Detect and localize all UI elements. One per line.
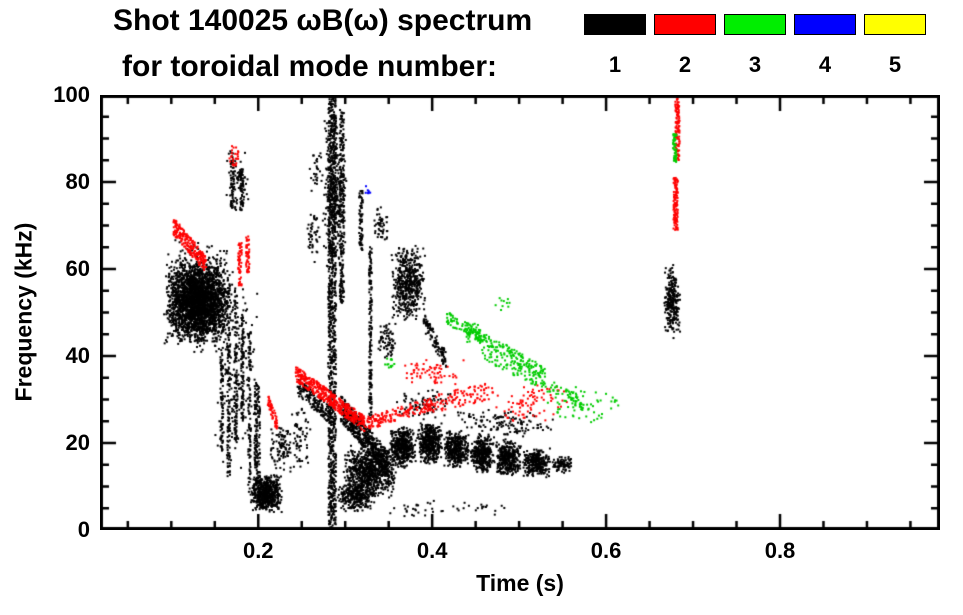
chart-title-line1: Shot 140025 ωB(ω) spectrum <box>113 4 533 37</box>
plot-canvas <box>100 95 940 530</box>
legend-item: 1 <box>584 14 646 78</box>
legend-label: 2 <box>678 52 692 77</box>
legend-swatch <box>724 14 786 35</box>
plot-area <box>100 95 940 530</box>
y-tick-label: 60 <box>65 256 90 281</box>
legend: 1 2 3 4 5 <box>584 14 926 78</box>
chart-title-line2: for toroidal mode number: <box>122 50 497 83</box>
legend-swatch <box>864 14 926 35</box>
x-tick-label: 0.6 <box>590 538 622 563</box>
legend-item: 3 <box>724 14 786 78</box>
x-tick-label: 0.4 <box>416 538 448 563</box>
legend-label: 3 <box>748 52 762 77</box>
legend-label: 5 <box>888 52 902 77</box>
x-axis-label: Time (s) <box>476 570 564 596</box>
y-tick-label: 40 <box>65 343 90 368</box>
y-tick-label: 80 <box>65 169 90 194</box>
legend-label: 4 <box>818 52 832 77</box>
x-tick-label: 0.8 <box>764 538 796 563</box>
x-tick-label: 0.2 <box>242 538 274 563</box>
legend-item: 5 <box>864 14 926 78</box>
legend-item: 2 <box>654 14 716 78</box>
legend-swatch <box>584 14 646 35</box>
y-tick-label: 100 <box>53 82 90 107</box>
y-tick-label: 0 <box>77 517 90 542</box>
y-axis-label: Frequency (kHz) <box>10 222 37 402</box>
legend-swatch <box>654 14 716 35</box>
legend-item: 4 <box>794 14 856 78</box>
y-tick-label: 20 <box>65 430 90 455</box>
legend-label: 1 <box>608 52 622 77</box>
legend-swatch <box>794 14 856 35</box>
